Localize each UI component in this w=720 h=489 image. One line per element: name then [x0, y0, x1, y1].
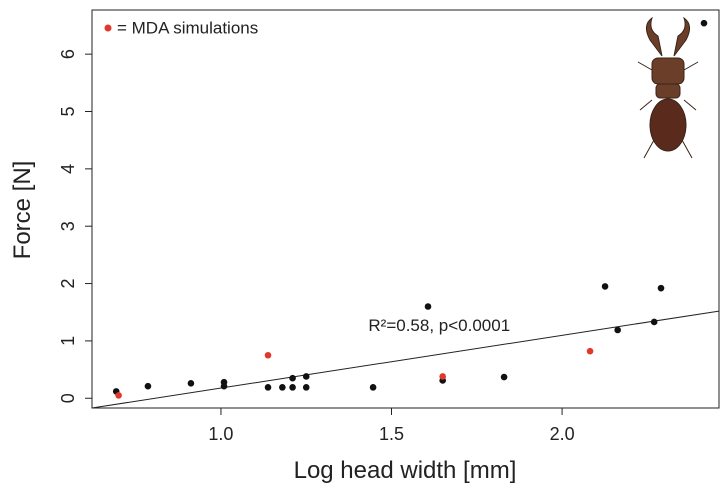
y-tick-label: 3 — [58, 221, 78, 231]
point — [439, 373, 446, 380]
point — [289, 374, 296, 382]
point — [500, 373, 508, 381]
point — [302, 384, 310, 391]
point — [601, 283, 609, 290]
y-axis-label: Force [N] — [9, 161, 36, 260]
point — [657, 284, 665, 292]
legend-marker — [104, 24, 112, 32]
x-axis-label: Log head width [mm] — [294, 457, 517, 484]
annotation: R²=0.58, p<0.0001 — [368, 316, 510, 335]
point — [289, 384, 296, 391]
point — [264, 384, 272, 391]
point — [586, 347, 594, 355]
point — [650, 318, 658, 326]
point — [302, 373, 310, 380]
x-tick-label: 2.0 — [550, 424, 575, 444]
y-tick-label: 4 — [58, 164, 78, 174]
y-tick-label: 5 — [58, 106, 78, 116]
plot-frame — [91, 9, 720, 409]
point — [700, 19, 708, 27]
legend-label: = MDA simulations — [117, 18, 258, 37]
y-tick-label: 0 — [58, 393, 78, 403]
point — [220, 382, 228, 390]
point — [369, 384, 377, 391]
x-tick-label: 1.5 — [379, 424, 404, 444]
point — [424, 303, 432, 310]
y-tick-label: 6 — [58, 49, 78, 59]
point — [264, 351, 272, 359]
point — [144, 382, 152, 390]
fit-line — [91, 310, 720, 409]
x-tick-label: 1.0 — [208, 424, 233, 444]
point — [187, 380, 195, 387]
y-tick-label: 2 — [58, 279, 78, 289]
beetle-image — [637, 16, 699, 159]
point — [614, 326, 621, 334]
point — [279, 384, 286, 391]
point — [115, 392, 122, 399]
y-tick-label: 1 — [58, 336, 78, 346]
